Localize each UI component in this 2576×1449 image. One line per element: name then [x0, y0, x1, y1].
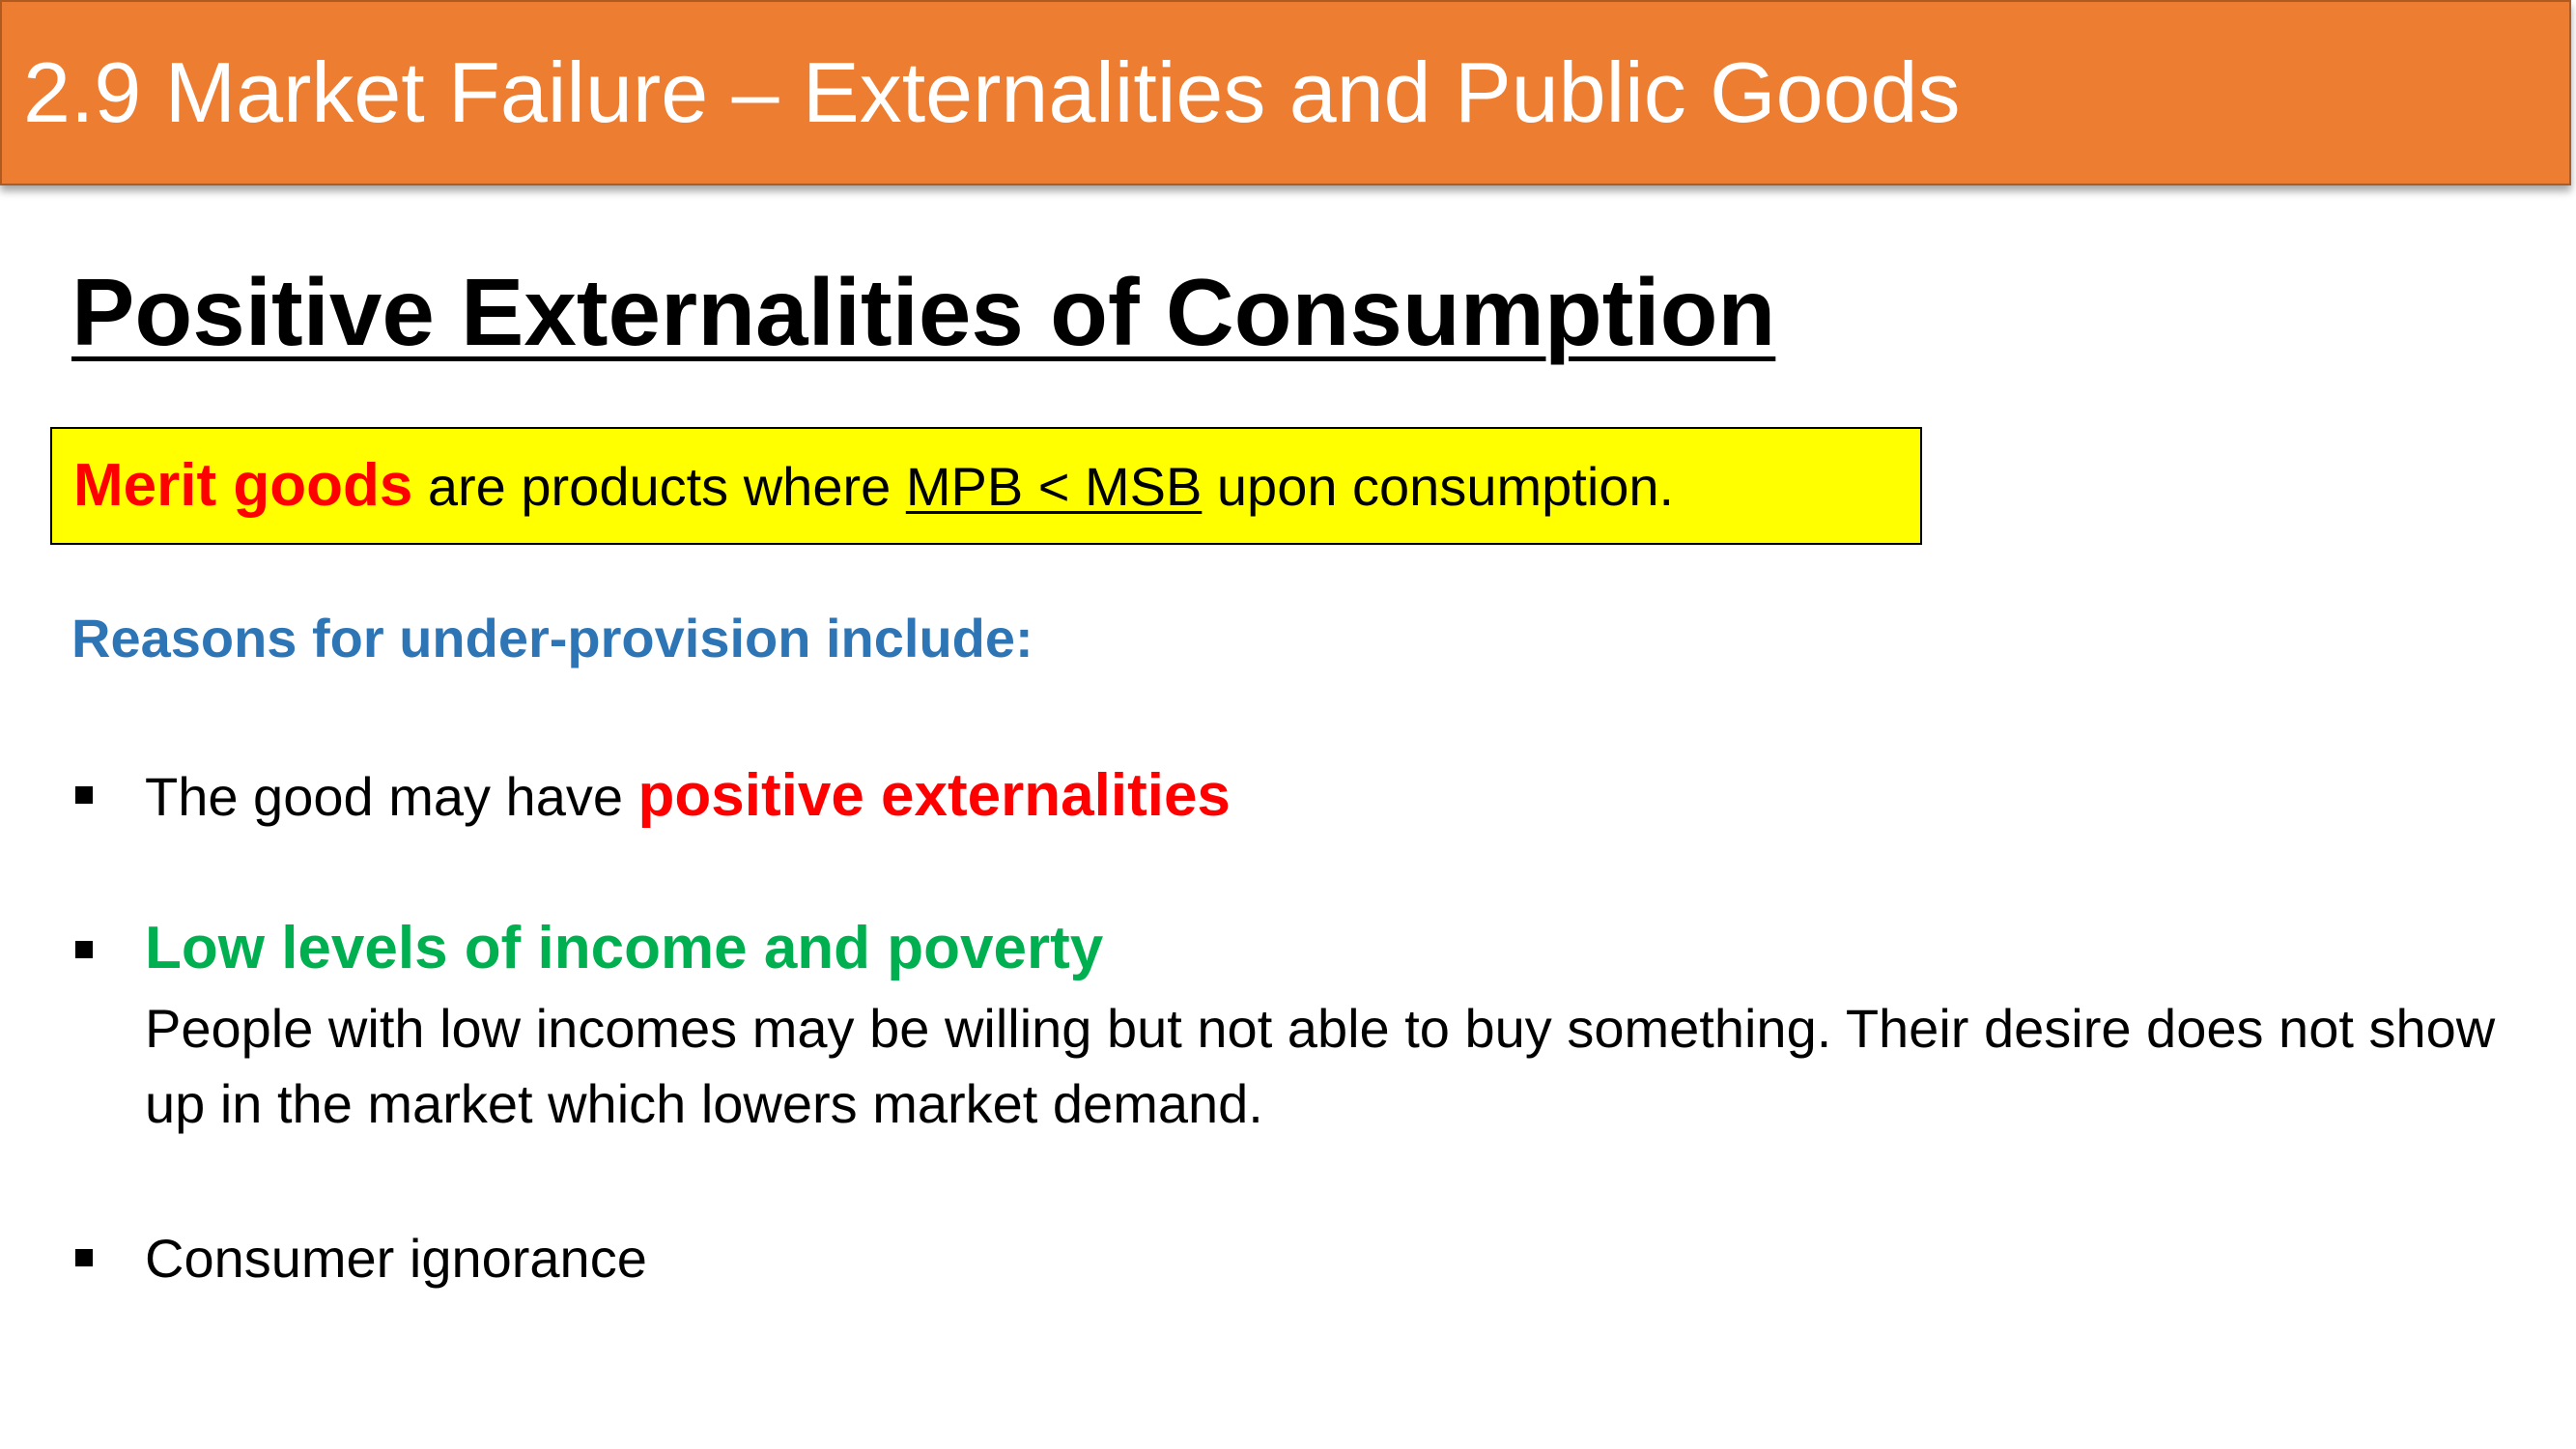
definition-text-after: upon consumption. [1202, 456, 1675, 517]
section-heading: Positive Externalities of Consumption [71, 259, 1776, 365]
bullet-item-low-income: Low levels of income and poverty [145, 911, 1103, 987]
definition-term: Merit goods [73, 452, 413, 519]
bullet-emphasis: Low levels of income and poverty [145, 915, 1104, 981]
bullet-item-positive-externalities: The good may have positive externalities [145, 758, 1231, 835]
reasons-heading: Reasons for under-provision include: [71, 608, 1033, 668]
bullet-emphasis: positive externalities [637, 762, 1231, 829]
bullet-marker [75, 941, 93, 958]
bullet-item-consumer-ignorance: Consumer ignorance [145, 1228, 647, 1289]
bullet-marker [75, 1249, 93, 1266]
bullet-detail: People with low incomes may be willing b… [145, 998, 2496, 1134]
definition-text: Merit goods are products where MPB < MSB… [73, 454, 1674, 519]
bullet-prefix: The good may have [145, 766, 638, 827]
slide-title-bar: 2.9 Market Failure – Externalities and P… [0, 0, 2571, 185]
definition-text-before: are products where [412, 456, 906, 517]
slide-title: 2.9 Market Failure – Externalities and P… [23, 44, 1961, 140]
definition-inequality: MPB < MSB [905, 456, 1203, 517]
definition-box: Merit goods are products where MPB < MSB… [50, 427, 1922, 545]
bullet-marker [75, 786, 93, 804]
